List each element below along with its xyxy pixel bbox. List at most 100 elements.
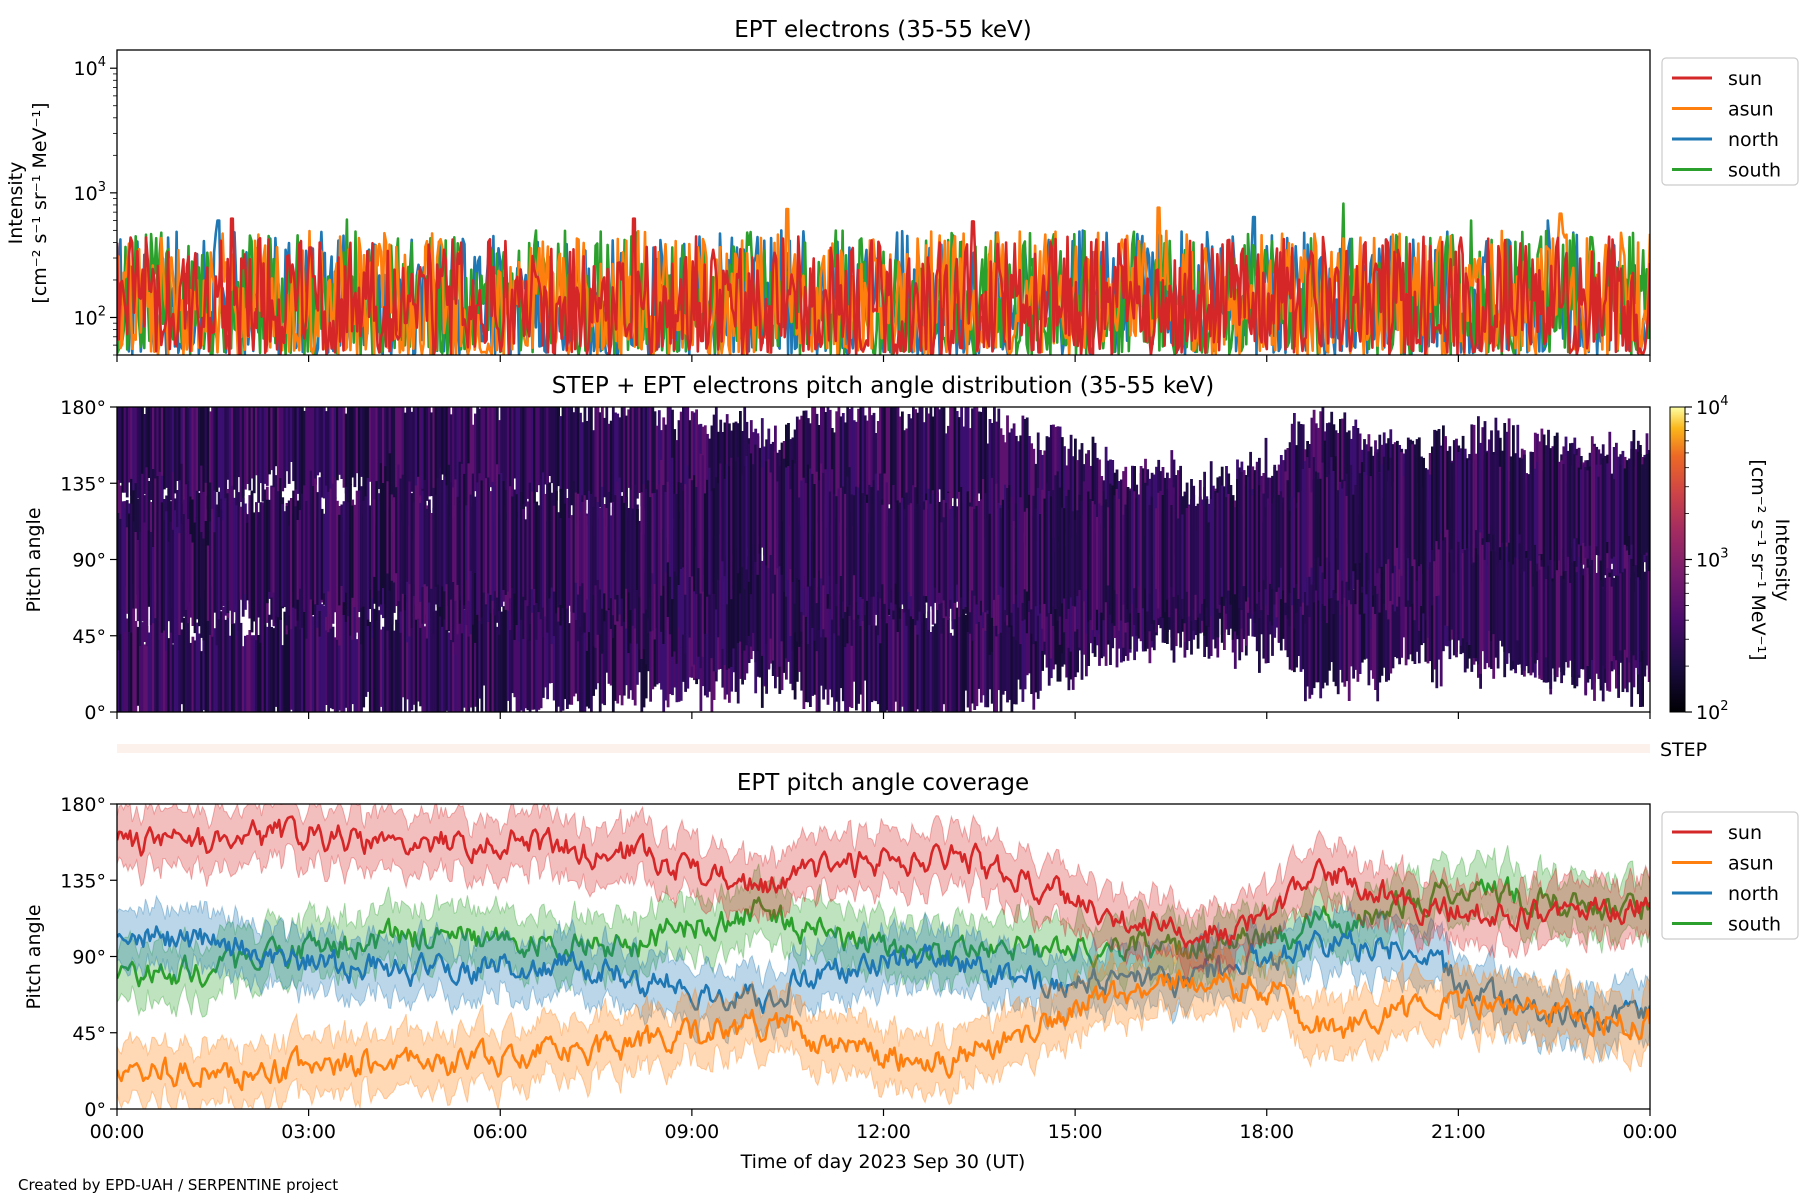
pad-cell [879, 616, 882, 712]
pad-cell [585, 615, 589, 707]
pad-cell [145, 511, 149, 647]
pad-cell [1260, 490, 1263, 610]
pad-cell [844, 422, 847, 503]
pad-panel: STEP + EPT electrons pitch angle distrib… [23, 373, 1793, 724]
pad-cell [294, 506, 298, 609]
pad-cell [158, 627, 162, 712]
pad-cell [933, 407, 937, 514]
pad-cell [1001, 598, 1005, 695]
pad-cell [1382, 456, 1386, 574]
pad-cell [541, 407, 545, 500]
pad-cell [660, 582, 663, 690]
pad-cell [401, 474, 405, 594]
pad-cell [914, 487, 917, 626]
pad-cell [1553, 541, 1557, 682]
pad-cell [995, 590, 998, 712]
pad-cell [272, 628, 276, 712]
pad-cell [561, 511, 565, 609]
pad-cell [149, 619, 153, 712]
pad-cell [522, 407, 525, 507]
pad-cell [817, 515, 821, 630]
pad-cell [425, 407, 429, 501]
pad-cell [767, 459, 771, 569]
pad-cell [933, 505, 937, 588]
pad-cell [1549, 546, 1553, 689]
pad-cell [936, 407, 939, 504]
pad-cell [265, 407, 269, 486]
pad-cell [537, 505, 541, 613]
pad-cell [1091, 500, 1095, 631]
pad-cell [322, 407, 326, 499]
pad-cell [248, 495, 252, 619]
pad-cell [1159, 490, 1163, 617]
pad-cell [1371, 458, 1375, 596]
pad-cell [581, 422, 585, 499]
colorbar-label-line2: [cm⁻² s⁻¹ sr⁻¹ MeV⁻¹] [1747, 459, 1769, 660]
pad-cell [907, 414, 911, 544]
pad-cell [1450, 462, 1454, 550]
coverage-line-asun [117, 969, 1650, 1092]
pad-cell [1406, 437, 1410, 559]
pad-cell [1190, 499, 1193, 622]
pad-cell [325, 411, 328, 497]
pad-cell [603, 576, 606, 706]
pad-cell [1231, 495, 1235, 596]
pad-cell [927, 611, 931, 712]
pad-cell [303, 603, 306, 712]
pad-cell [195, 622, 199, 712]
pad-cell [892, 603, 896, 712]
pad-cell [515, 607, 519, 712]
pad-cell [703, 593, 707, 696]
pad-cell [1442, 486, 1445, 622]
pad-cell [1104, 499, 1108, 603]
pad-cell [1544, 578, 1548, 658]
pad-cell [1054, 475, 1058, 610]
pad-cell [1448, 446, 1452, 553]
pad-cell [167, 407, 171, 494]
pad-cell [1034, 463, 1038, 541]
pad-cell [1209, 499, 1213, 617]
pad-cell [382, 483, 385, 588]
pad-cell [647, 480, 650, 620]
pad-cell [741, 548, 744, 653]
pad-cell [916, 412, 920, 512]
pad-cell [1391, 444, 1395, 574]
pad-cell [1314, 580, 1318, 683]
coverage-line-north [117, 925, 1650, 1033]
pad-cell [686, 541, 690, 647]
pad-cell [706, 479, 709, 597]
pad-cell [167, 488, 171, 582]
pad-cell [1586, 567, 1590, 666]
pad-cell [272, 487, 276, 593]
y-tick-label: 180° [60, 794, 106, 816]
pad-cell [625, 496, 628, 589]
pad-cell [870, 415, 874, 519]
pad-cell [1071, 511, 1075, 606]
pad-cell [1010, 496, 1014, 613]
pad-cell [1028, 584, 1031, 674]
pad-cell [605, 508, 609, 611]
pad-cell [883, 620, 887, 712]
pad-cell [944, 502, 948, 617]
pad-cell [1039, 450, 1042, 564]
pad-cell [1008, 579, 1012, 700]
pad-cell [436, 478, 440, 585]
pad-cell [618, 477, 622, 604]
pad-cell [237, 407, 241, 478]
pad-cell [305, 600, 309, 712]
pad-cell [377, 493, 381, 591]
pad-cell [633, 484, 637, 609]
pad-cell [1378, 472, 1382, 569]
pad-cell [896, 500, 900, 608]
legend-box [1661, 811, 1799, 940]
pad-cell [520, 630, 523, 711]
pad-cell [530, 491, 534, 590]
pad-cell [1080, 500, 1084, 586]
pad-cell [1028, 494, 1031, 601]
pad-cell [852, 495, 856, 576]
pad-cell [436, 407, 440, 501]
pad-cell [666, 538, 670, 617]
pad-cell [228, 407, 232, 506]
pad-cell [802, 477, 806, 589]
pad-cell [1527, 549, 1531, 674]
